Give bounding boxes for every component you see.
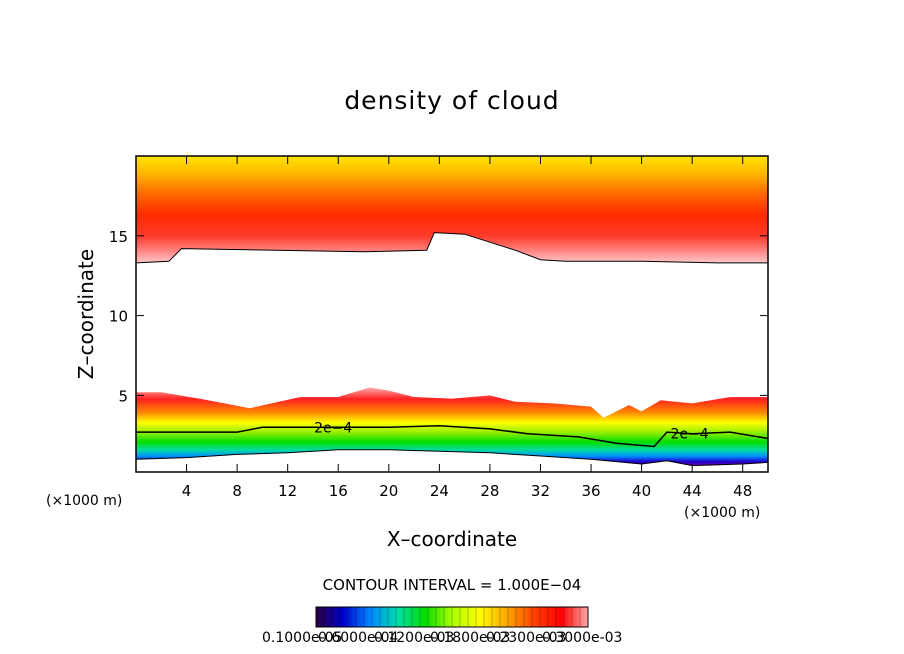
y-axis-title: Z–coordinate [74, 249, 98, 379]
x-tick-label: 20 [379, 482, 398, 500]
x-tick-label: 32 [531, 482, 550, 500]
colorbar-label: 0.6000e-04 [318, 630, 399, 646]
upper-cloud-layer [136, 156, 768, 263]
x-tick-label: 44 [683, 482, 702, 500]
x-tick-label: 28 [480, 482, 499, 500]
y-tick-label: 15 [109, 228, 128, 246]
x-tick-label: 4 [182, 482, 192, 500]
plot-frame [135, 155, 769, 473]
y-axis: 5 10 15 [109, 228, 768, 405]
x-tick-label: 24 [430, 482, 449, 500]
contour-labels: 2e−4 2e−4 [314, 420, 709, 442]
x-unit-right: (×1000 m) [684, 505, 760, 521]
y-tick-label: 10 [109, 308, 128, 326]
chart-title: density of cloud [344, 86, 560, 115]
colorbar-label: 0.1000e-05 [262, 630, 343, 646]
x-tick-label: 8 [232, 482, 242, 500]
colorbar-ticks [323, 607, 581, 627]
x-axis-title: X–coordinate [387, 527, 517, 551]
upper-layer-contour-line [136, 232, 768, 264]
x-unit-left: (×1000 m) [46, 493, 122, 509]
x-tick-label: 36 [581, 482, 600, 500]
y-tick-label: 5 [118, 387, 128, 405]
x-tick-label: 16 [329, 482, 348, 500]
contour-line-2e-4 [136, 424, 768, 448]
colorbar [315, 606, 589, 628]
colorbar-label: 0.3000e-03 [542, 630, 623, 646]
x-tick-label: 48 [733, 482, 752, 500]
contour-interval: CONTOUR INTERVAL = 1.000E−04 [322, 576, 582, 594]
contour-label: 2e−4 [314, 420, 352, 436]
x-tick-label: 40 [632, 482, 651, 500]
x-tick-label: 12 [278, 482, 297, 500]
colorbar-label: 0.2300e-03 [486, 630, 567, 646]
x-axis: 4 8 12 16 20 24 28 32 36 40 44 48 [182, 156, 752, 500]
colorbar-label: 0.1200e-03 [374, 630, 455, 646]
lower-layer-contour-line [136, 449, 768, 467]
contour-label: 2e−4 [671, 427, 709, 443]
colorbar-label: 0.1800e-03 [430, 630, 511, 646]
